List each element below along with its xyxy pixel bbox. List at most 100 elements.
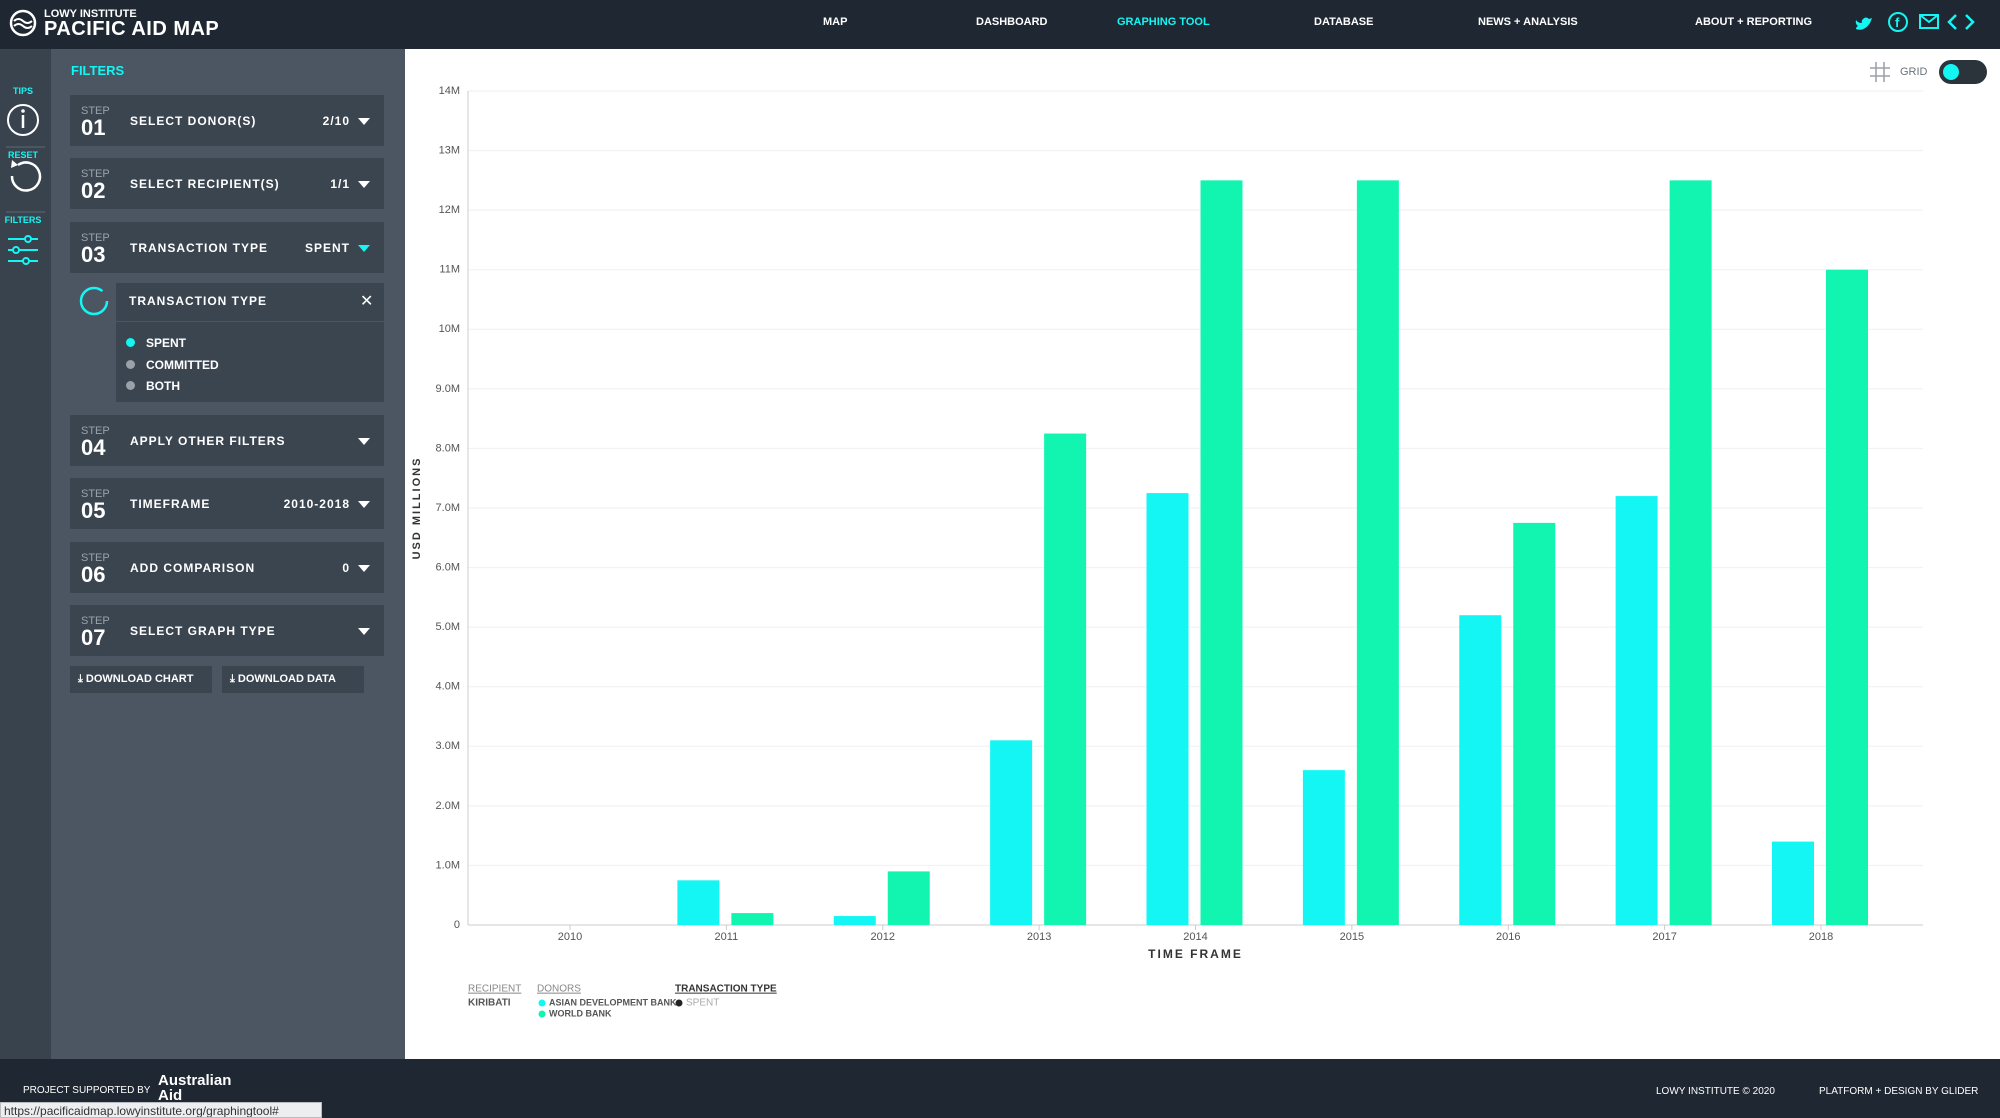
y-tick-label: 9.0M [436,383,460,395]
step-label: TIMEFRAME [130,497,211,512]
supported-by: PROJECT SUPPORTED BY [23,1085,151,1096]
x-tick-label: 2017 [1652,931,1676,943]
mail-icon[interactable] [1919,14,1939,29]
y-tick-label: 7.0M [436,502,460,514]
option-dot[interactable] [126,338,135,347]
nav-link[interactable]: MAP [823,16,848,28]
credit: PLATFORM + DESIGN BY GLIDER [1819,1086,1979,1097]
download-label[interactable]: ⤓ DOWNLOAD DATA [230,673,336,685]
tips-icon[interactable] [7,104,39,136]
y-tick-label: 3.0M [436,740,460,752]
option-label[interactable]: COMMITTED [146,357,219,372]
y-tick-label: 4.0M [436,681,460,693]
reset-icon[interactable] [10,161,42,192]
legend-swatch [538,999,546,1007]
y-tick-label: 6.0M [436,561,460,573]
option-dot[interactable] [126,381,135,390]
x-tick-label: 2016 [1496,931,1520,943]
nav-link[interactable]: ABOUT + REPORTING [1695,16,1813,28]
grid-icon [1870,62,1890,82]
step-value: 2010-2018 [283,497,350,512]
step-box[interactable] [70,478,384,530]
panel-title: TRANSACTION TYPE [129,294,268,308]
step-label: SELECT GRAPH TYPE [130,623,276,638]
panel-close[interactable]: ✕ [360,293,374,310]
grid-label: GRID [1900,66,1928,78]
bar [1459,615,1502,925]
y-tick-label: 1.0M [436,859,460,871]
step-number: 01 [81,115,106,140]
brand-top: LOWY INSTITUTE [44,8,137,20]
x-axis-label: TIME FRAME [1148,947,1243,961]
option-label[interactable]: BOTH [146,379,180,393]
tool-icons [6,104,45,265]
step-number: 05 [81,498,106,524]
x-tick-label: 2014 [1183,931,1207,943]
step-caret [358,564,370,572]
bar [1044,433,1087,925]
twitter-icon[interactable] [1855,17,1872,30]
grid-toggle[interactable] [1939,60,1987,84]
y-tick-label: 11M [439,264,460,276]
legend-text: WORLD BANK [549,1008,612,1018]
y-tick-label: 10M [439,323,460,335]
facebook-icon[interactable] [1888,12,1908,32]
nav-link[interactable]: GRAPHING TOOL [1117,16,1210,28]
bar [1826,269,1868,925]
embed-icon[interactable] [1947,14,1975,30]
bar [990,740,1033,925]
step-box[interactable] [70,541,384,593]
legend-text: KIRIBATI [468,998,511,1009]
x-tick-label: 2012 [871,931,895,943]
y-tick-label: 8.0M [436,442,460,454]
reset-label: RESET [7,150,38,160]
option-dot[interactable] [126,359,135,369]
legend-swatch [538,1010,546,1018]
legend-text: SPENT [686,998,719,1009]
filters-icon[interactable] [8,235,38,265]
transaction-panel [116,283,384,402]
download-label[interactable]: ⤓ DOWNLOAD CHART [78,673,194,685]
loading-ring [79,286,109,316]
bar [1513,522,1556,925]
bar [887,871,930,925]
x-tick-label: 2010 [558,931,582,943]
step-word: STEP [81,614,110,627]
copyright: LOWY INSTITUTE © 2020 [1656,1086,1775,1097]
step-box[interactable] [70,158,384,210]
step-caret [358,437,370,445]
step-box[interactable] [70,95,384,146]
filters-label: FILTERS [4,215,42,225]
nav-link[interactable]: DASHBOARD [976,16,1048,28]
step-number: 04 [81,434,106,460]
header [0,0,2000,49]
nav-link[interactable]: DATABASE [1314,16,1374,28]
download-button[interactable] [222,666,364,693]
sponsor-top: Australian [158,1072,232,1089]
bar [1200,180,1243,925]
step-number: 02 [81,178,106,204]
bar [1772,841,1814,925]
step-box[interactable] [70,604,384,656]
step-number: 03 [81,241,106,267]
step-value: SPENT [304,240,350,255]
bar [1356,180,1399,925]
option-label[interactable]: SPENT [146,336,187,350]
x-tick-label: 2013 [1027,931,1051,943]
download-button[interactable] [70,666,212,693]
step-box[interactable] [70,414,384,466]
bar [1615,496,1658,925]
y-tick-label: 12M [439,204,460,216]
y-tick-label: 14M [439,85,460,97]
bar [833,916,876,925]
step-value: 1/1 [330,177,350,192]
x-tick-label: 2011 [715,931,739,943]
step-word: STEP [81,424,110,437]
x-tick-label: 2015 [1340,931,1364,943]
bar [1669,180,1712,925]
step-word: STEP [81,168,110,181]
nav-link[interactable]: NEWS + ANALYSIS [1478,16,1578,28]
y-tick-label: 13M [439,144,460,156]
step-box[interactable] [70,221,384,273]
